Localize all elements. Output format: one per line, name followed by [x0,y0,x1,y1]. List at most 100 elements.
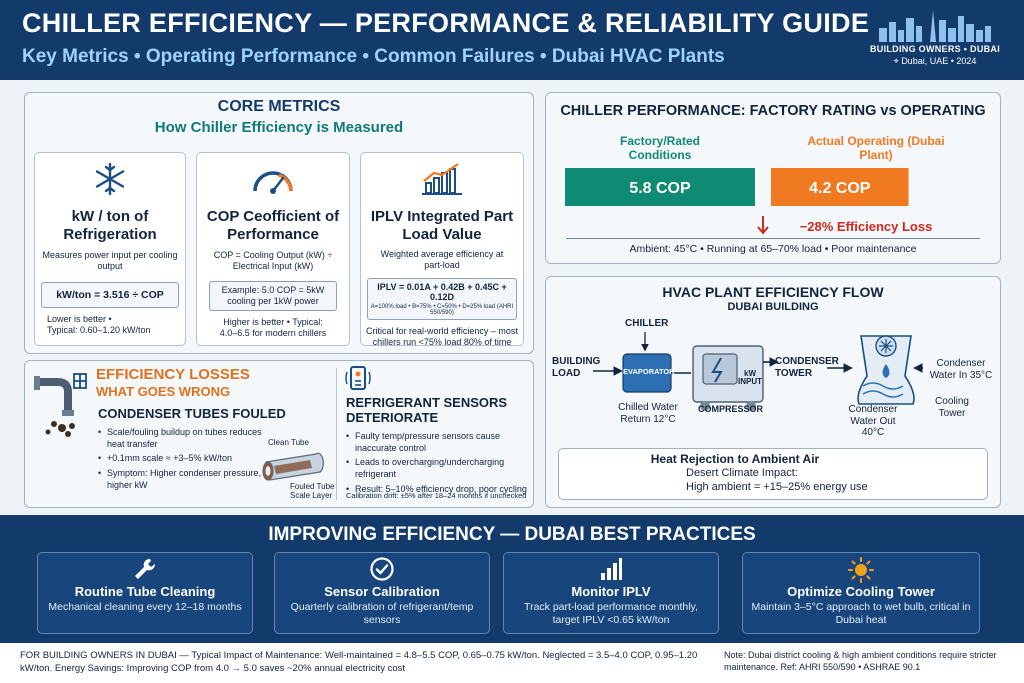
practice-desc: Mechanical cleaning every 12–18 months [48,601,242,613]
metric-card-title: IPLV Integrated Part Load Value [370,208,514,243]
list-item: +0.1mm scale ≈ +3–5% kW/ton [98,453,266,465]
practice-desc: Maintain 3–5°C approach to wet bulb, cri… [751,601,971,627]
cop-bar [771,168,909,206]
wrench-icon [135,558,156,579]
performance-divider [566,238,980,239]
clean-tube-label: Clean Tube [268,438,309,447]
footer-bar [0,643,1024,683]
sensor-icon [345,366,371,390]
checkmark-icon [370,557,394,581]
metric-card-note: Critical for real-world efficiency – mos… [366,325,518,336]
condenser-out-label: Condenser Water Out 40°C [848,404,898,438]
brand-location: Dubai, UAE • 2024 [901,56,977,66]
metric-card-formula: IPLV = 0.01A + 0.42B + 0.45C + 0.12D A=1… [367,277,517,320]
cooling-tower-icon [857,335,915,405]
metric-card-kw-ton: kW / ton of Refrigeration Measures power… [34,152,186,346]
practice-title: Monitor IPLV [571,584,651,599]
metric-card-title: COP Ceofficient of Performance [197,208,349,244]
metric-card-title-main: COP [206,208,240,225]
page-title: CHILLER EFFICIENCY — PERFORMANCE & RELIA… [22,8,870,38]
performance-conditions: Ambient: 45°C • Running at 65–70% load •… [629,243,917,255]
kw-input-label: kW INPUT [738,369,762,387]
cop-bar [565,168,755,206]
metric-card-note: 4.0–6.5 for modern chillers [219,328,327,339]
location-pin-icon: ⌖ [893,56,902,66]
metric-card-title-rest: Ceofficient of Performance [227,208,340,243]
sensor-title: REFRIGERANT SENSORS DETERIORATE [346,395,508,425]
performance-title: CHILLER PERFORMANCE: FACTORY RATING vs O… [560,103,986,119]
list-item: Faulty temp/pressure sensors cause inacc… [346,431,528,454]
practice-card-tube-cleaning: Routine Tube Cleaning Mechanical cleanin… [37,552,253,634]
fouled-tube-icon [262,452,324,481]
footer-summary: FOR BUILDING OWNERS IN DUBAI — Typical I… [20,650,698,674]
flow-subtitle: DUBAI BUILDING [727,301,819,313]
iplv-formula-note: A=100% load • B=75% • C=50% • D=25% load… [370,303,514,316]
building-load-label: BUILDING LOAD [552,356,601,379]
brand-line-2: ⌖ Dubai, UAE • 2024 [860,56,1010,67]
sensor-list: Faulty temp/pressure sensors cause inacc… [346,431,528,498]
performance-bar-chart: 5.8 COP 4.2 COP −28% Efficiency Loss [565,168,932,235]
list-item: Leads to overcharging/undercharging refr… [346,457,528,480]
heat-rejection-line1: Desert Climate Impact: [686,467,798,479]
practice-card-sensor-calibration: Sensor Calibration Quarterly calibration… [274,552,490,634]
condenser-tower-label: CONDENSER TOWER [775,356,839,379]
header-bar [0,0,1024,80]
practice-card-cooling-tower: Optimize Cooling Tower Maintain 3–5°C ap… [742,552,980,634]
metric-card-formula: kW/ton = 3.516 ÷ COP [41,281,179,308]
metric-card-desc: Measures power input per cooling output [42,250,178,272]
condenser-fouled-title: CONDENSER TUBES FOULED [98,406,286,421]
practice-desc: Track part-load performance monthly, tar… [524,601,698,627]
practice-title: Optimize Cooling Tower [787,584,935,599]
list-item: Symptom: Higher condenser pressure, high… [98,468,266,491]
metric-card-note: Typical: 0.60–1.20 kW/ton [47,324,151,335]
core-metrics-subtitle: How Chiller Efficiency is Measured [154,119,404,136]
list-item: Scale/fouling buildup on tubes reduces h… [98,427,266,450]
improving-title: IMPROVING EFFICIENCY — DUBAI BEST PRACTI… [268,524,756,545]
fouled-tube-label: Fouled Tube Scale Layer [290,482,335,501]
heat-rejection-title: Heat Rejection to Ambient Air [650,452,820,466]
loss-arrow-icon [757,216,769,235]
brand-block: BUILDING OWNERS • DUBAI ⌖ Dubai, UAE • 2… [860,8,1010,74]
snowflake-icon [95,162,125,196]
efficiency-losses-title: EFFICIENCY LOSSES [96,366,250,383]
brand-line-1: BUILDING OWNERS • DUBAI [869,44,1001,54]
metric-card-iplv: IPLV Integrated Part Load Value Weighted… [360,152,524,347]
losses-divider [336,368,337,500]
condenser-fouled-list: Scale/fouling buildup on tubes reduces h… [98,427,266,494]
metric-card-note: Lower is better • [47,313,112,324]
cooling-tower-label: Cooling Tower [935,396,969,419]
actual-label: Actual Operating (Dubai Plant) [807,134,945,163]
gauge-icon [253,171,293,194]
signal-bars-icon [601,558,622,580]
list-item: Result: 5–10% efficiency drop, poor cycl… [346,484,528,496]
condenser-in-label: Condenser Water In 35°C [929,358,993,381]
heat-rejection-box [558,448,988,500]
metric-card-formula: Example: 5.0 COP = 5kW cooling per 1kW p… [209,280,337,311]
bar-chart-icon [422,163,462,195]
iplv-formula: IPLV = 0.01A + 0.42B + 0.45C + 0.12D [377,281,507,302]
core-metrics-title: CORE METRICS [217,98,341,115]
rated-label: Factory/Rated Conditions [619,134,701,163]
heat-rejection-line2: High ambient = +15–25% energy use [686,481,868,493]
metric-card-desc: Weighted average efficiency at part-load [380,249,504,271]
metric-card-title: kW / ton of Refrigeration [63,208,157,243]
metric-card-note: Higher is better • Typical: [223,317,323,327]
practice-title: Routine Tube Cleaning [74,584,216,599]
cop-value-label: 4.2 COP [809,180,871,197]
practice-title: Sensor Calibration [324,584,440,599]
compressor-label: COMPRESSOR [698,404,764,414]
footer-note: Note: Dubai district cooling & high ambi… [724,650,997,672]
cop-value-label: 5.8 COP [629,180,691,197]
efficiency-losses-subtitle: WHAT GOES WRONG [96,384,231,399]
compressor-unit [692,345,764,411]
flow-title: HVAC PLANT EFFICIENCY FLOW [662,284,884,300]
leaking-pipe-icon [34,373,87,437]
metric-card-note: chillers run <75% load 80% of time [372,336,512,347]
practice-card-monitor-iplv: Monitor IPLV Track part-load performance… [503,552,719,634]
practice-desc: Quarterly calibration of refrigerant/tem… [290,601,474,627]
sun-icon [848,557,874,583]
hvac-flow-diagram [593,332,923,411]
metric-card-cop: COP Ceofficient of Performance COP = Coo… [196,152,350,346]
page-subtitle: Key Metrics • Operating Performance • Co… [22,46,725,67]
chiller-label: CHILLER [625,318,669,329]
